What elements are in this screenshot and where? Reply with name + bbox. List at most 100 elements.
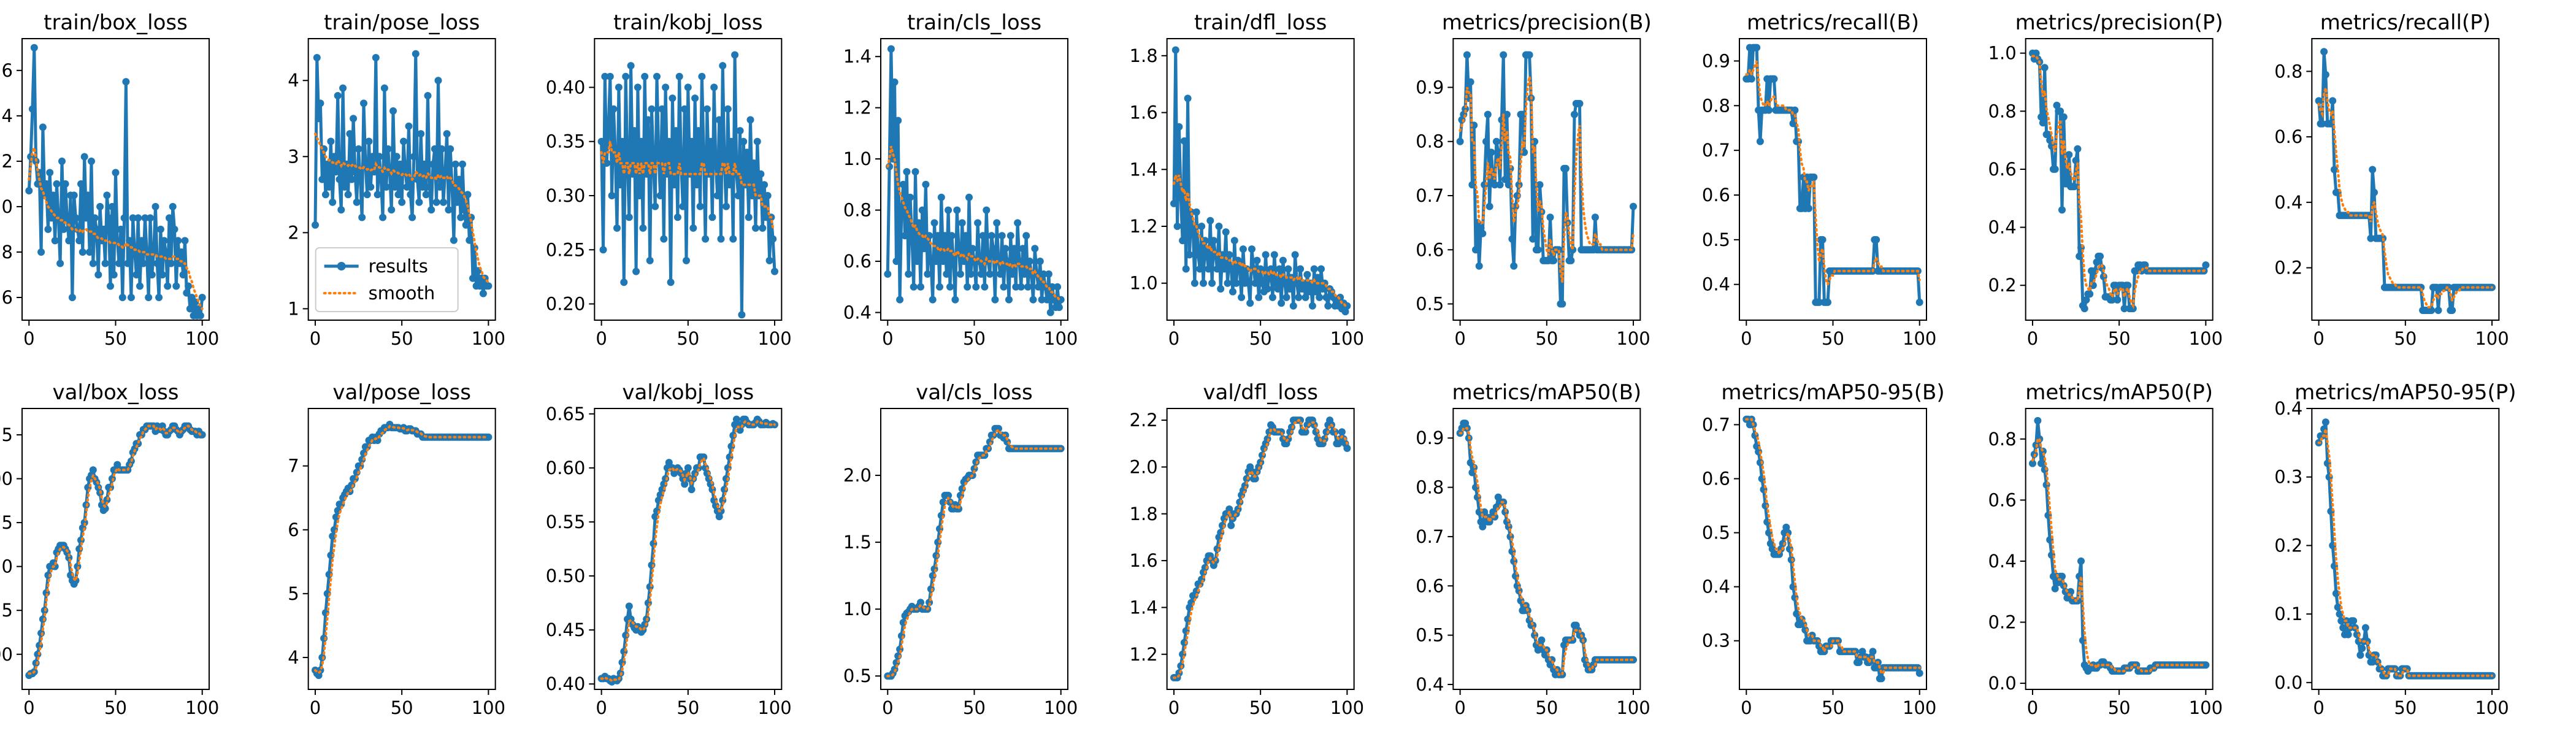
results-point <box>1494 148 1502 156</box>
subplot: metrics/precision(B) 0 50 100 0.5 0.6 0.7 0.8 0.… <box>1416 10 1652 349</box>
results-point <box>186 305 194 313</box>
y-tick-label: 1.4 <box>843 46 872 67</box>
results-line <box>1746 46 1922 304</box>
results-point <box>323 160 331 168</box>
smooth-line <box>886 145 1062 301</box>
results-point <box>712 159 719 167</box>
results-point <box>2337 617 2345 625</box>
results-point <box>350 115 358 123</box>
results-point <box>681 480 689 488</box>
results-point <box>1284 265 1292 273</box>
results-point <box>389 107 397 115</box>
results-point <box>899 180 907 188</box>
results-point <box>989 245 997 253</box>
results-point <box>1295 293 1303 301</box>
results-point <box>1279 256 1287 264</box>
results-point <box>56 259 64 267</box>
results-point <box>1208 279 1216 287</box>
results-point <box>329 198 337 206</box>
results-point <box>1003 258 1011 265</box>
results-point <box>1747 75 1755 83</box>
results-point <box>51 237 59 245</box>
x-tick-label: 100 <box>757 328 791 349</box>
subplot-title: train/cls_loss <box>907 10 1041 35</box>
results-point <box>651 202 659 210</box>
results-point <box>39 123 47 131</box>
results-point <box>117 225 125 233</box>
results-point <box>2361 624 2369 632</box>
results-point <box>37 248 45 256</box>
results-line <box>313 423 489 677</box>
subplot: val/cls_loss 0 50 100 0.5 1.0 1.5 2.0 <box>843 380 1078 718</box>
results-point <box>1175 123 1183 131</box>
results-point <box>466 236 473 244</box>
subplot: val/pose_loss 0 50 100 4 5 6 7 <box>288 380 505 718</box>
results-point <box>2082 296 2090 304</box>
results-point <box>2332 589 2340 597</box>
y-tick-label: 0.1 <box>2274 604 2302 624</box>
results-markers <box>1170 46 1351 316</box>
results-point <box>1506 164 1514 172</box>
results-point <box>355 145 362 153</box>
results-point <box>420 160 428 168</box>
results-point <box>356 175 364 183</box>
results-point <box>2315 97 2323 105</box>
results-point <box>757 170 765 178</box>
results-point <box>160 237 168 245</box>
results-point <box>2108 296 2116 304</box>
results-point <box>1793 610 1801 618</box>
results-point <box>1291 251 1299 259</box>
axes-frame <box>2025 38 2214 321</box>
results-point <box>951 296 959 304</box>
y-tick-label: 5 <box>288 583 299 604</box>
results-point <box>1314 274 1322 282</box>
results-point <box>2037 113 2045 121</box>
results-point <box>30 44 38 52</box>
results-point <box>353 198 361 206</box>
results-point <box>764 192 772 199</box>
legend-smooth-label: smooth <box>369 283 435 304</box>
results-point <box>93 225 101 233</box>
x-tick-label: 0 <box>882 328 893 349</box>
subplot: train/box_loss 0 50 100 0.6 0.8 1.0 1.2 1.4 1.6 <box>0 10 219 349</box>
subplot-title: train/kobj_loss <box>613 10 763 35</box>
results-point <box>1591 213 1599 221</box>
results-point <box>752 224 759 232</box>
results-point <box>181 237 189 245</box>
results-point <box>1508 235 1516 243</box>
results-point <box>1002 245 1010 253</box>
results-point <box>393 153 401 161</box>
results-point <box>325 183 333 191</box>
results-point <box>1200 279 1207 287</box>
x-tick-label: 0 <box>2313 328 2324 349</box>
results-point <box>315 115 323 123</box>
results-point <box>750 159 758 167</box>
results-point <box>599 246 607 254</box>
results-point <box>927 258 935 265</box>
results-point <box>1492 137 1500 145</box>
results-point <box>1276 265 1284 273</box>
results-point <box>1190 279 1198 287</box>
results-point <box>1915 669 1923 677</box>
subplot-title: train/dfl_loss <box>1194 10 1327 35</box>
results-point <box>1186 251 1194 259</box>
y-tick-label: 7 <box>288 456 299 477</box>
results-point <box>597 137 605 145</box>
subplot-title: train/pose_loss <box>324 10 480 35</box>
results-point <box>156 225 164 233</box>
x-tick-label: 50 <box>104 328 127 349</box>
results-point <box>28 105 36 113</box>
results-point <box>139 259 147 267</box>
results-point <box>632 267 640 275</box>
results-point <box>2428 307 2436 314</box>
results-point <box>318 175 326 183</box>
results-point <box>2334 604 2342 611</box>
y-tick-label: 0.6 <box>0 287 13 308</box>
results-point <box>1265 274 1273 282</box>
results-point <box>761 181 769 189</box>
results-point <box>49 191 57 199</box>
results-point <box>949 258 957 265</box>
results-point <box>1050 296 1058 304</box>
results-point <box>726 181 734 189</box>
subplot: metrics/mAP50(P) 0 50 100 0.0 0.2 0.4 0.6 0.8 <box>1988 380 2223 718</box>
